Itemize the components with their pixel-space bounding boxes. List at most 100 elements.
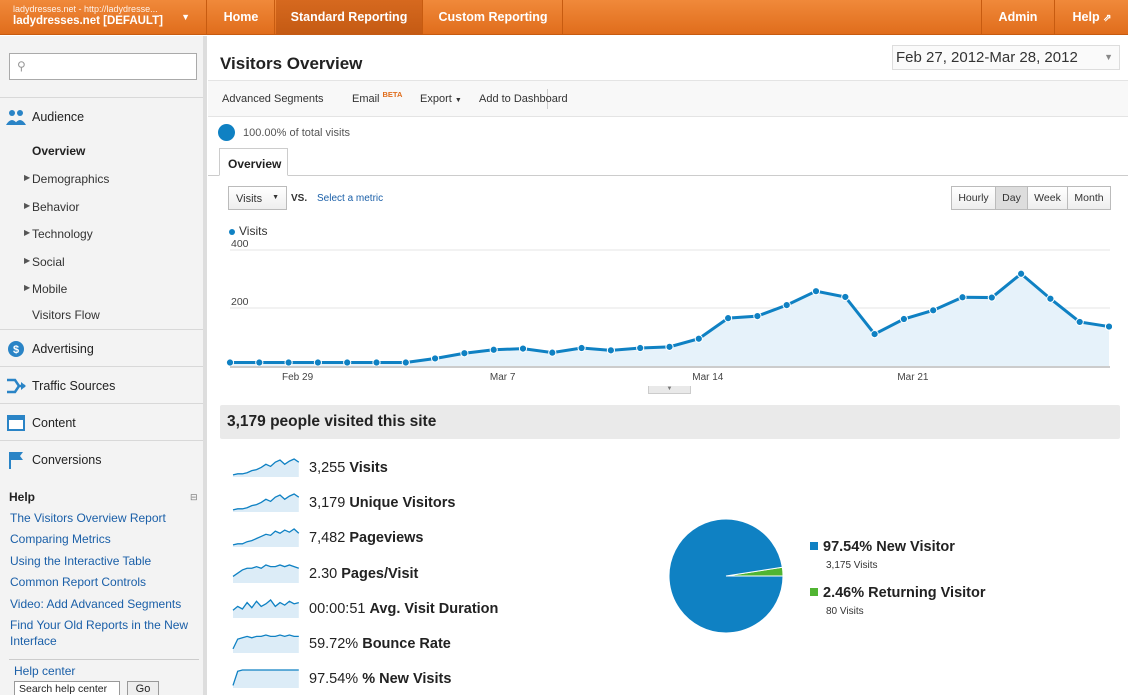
sidebar-item-demographics[interactable]: Demographics <box>32 172 110 186</box>
help-link[interactable]: Video: Add Advanced Segments <box>10 597 182 611</box>
chevron-down-icon: ▼ <box>454 97 462 104</box>
nav-home[interactable]: Home <box>208 0 275 35</box>
pie-legend-item: 97.54% New Visitor 3,175 Visits <box>810 539 955 571</box>
data-point[interactable] <box>724 314 733 323</box>
data-point[interactable] <box>899 314 909 324</box>
caret-right-icon: ▶ <box>24 228 31 237</box>
data-point[interactable] <box>313 358 323 367</box>
help-link[interactable]: Comparing Metrics <box>10 532 111 546</box>
data-point[interactable] <box>255 358 264 367</box>
data-point[interactable] <box>753 312 762 321</box>
nav-custom-reporting[interactable]: Custom Reporting <box>424 0 563 35</box>
x-tick-label: Mar 7 <box>490 372 516 383</box>
data-point[interactable] <box>431 354 440 363</box>
sidebar-section-content[interactable]: Content <box>0 403 203 440</box>
collapse-icon[interactable]: ⊟ <box>190 492 198 502</box>
help-link[interactable]: Common Report Controls <box>10 575 147 589</box>
data-point[interactable] <box>489 345 498 354</box>
chart-resize-handle[interactable]: ▼ <box>648 386 691 394</box>
granularity-hourly[interactable]: Hourly <box>951 186 996 210</box>
data-point[interactable] <box>841 292 850 302</box>
add-to-dashboard-button[interactable]: Add to Dashboard <box>479 93 568 105</box>
data-point[interactable] <box>636 343 645 353</box>
top-nav-bar: ladydresses.net - http://ladydresse... l… <box>0 0 1128 35</box>
sparkline <box>232 528 300 548</box>
advanced-segments-button[interactable]: Advanced Segments <box>222 93 324 105</box>
sidebar-item-behavior[interactable]: Behavior <box>32 200 80 214</box>
sidebar-section-label: Traffic Sources <box>32 379 116 393</box>
metric-select[interactable]: Visits ▼ <box>228 186 287 210</box>
percent-of-total-visits: 100.00% of total visits <box>243 127 351 139</box>
sidebar-section-label: Advertising <box>32 342 94 356</box>
data-point[interactable] <box>401 358 410 367</box>
sidebar-item-technology[interactable]: Technology <box>32 227 93 241</box>
nav-help[interactable]: Help ⇗ <box>1056 0 1128 35</box>
sidebar-section-advertising[interactable]: $ Advertising <box>0 329 203 366</box>
report-toolbar: Advanced Segments Email BETA Export ▼ Add… <box>208 80 1128 117</box>
nav-standard-reporting[interactable]: Standard Reporting <box>276 0 423 35</box>
sidebar-section-conversions[interactable]: Conversions <box>0 440 203 477</box>
go-button[interactable]: Go <box>127 681 159 695</box>
date-range-picker[interactable]: Feb 27, 2012-Mar 28, 2012 ▼ <box>892 45 1120 70</box>
data-point[interactable] <box>782 301 791 310</box>
metric-value: 3,255 Visits <box>309 460 388 476</box>
help-link[interactable]: Using the Interactive Table <box>10 554 152 568</box>
data-point[interactable] <box>958 293 967 302</box>
sidebar-item-mobile[interactable]: Mobile <box>32 282 68 296</box>
help-center-link[interactable]: Help center <box>14 664 76 678</box>
select-metric-link[interactable]: Select a metric <box>317 193 384 204</box>
data-point[interactable] <box>225 358 235 367</box>
data-point[interactable] <box>518 344 528 353</box>
data-point[interactable] <box>606 346 615 355</box>
data-point[interactable] <box>548 348 557 357</box>
data-point[interactable] <box>811 287 821 296</box>
help-link[interactable]: The Visitors Overview Report <box>10 511 166 525</box>
data-point[interactable] <box>372 358 381 367</box>
tab-overview[interactable]: Overview <box>219 148 288 176</box>
help-link[interactable]: Find Your Old Reports in the New Interfa… <box>10 618 189 648</box>
chevron-down-icon: ▼ <box>1104 52 1113 62</box>
sidebar-item-visitors-flow[interactable]: Visitors Flow <box>32 308 100 322</box>
chart-legend: Visits <box>229 224 267 238</box>
metric-row: 00:00:51 Avg. Visit Duration <box>232 596 592 624</box>
data-point[interactable] <box>284 358 293 367</box>
data-point[interactable] <box>870 330 879 339</box>
data-point[interactable] <box>1046 294 1055 303</box>
granularity-week[interactable]: Week <box>1027 186 1068 210</box>
caret-right-icon: ▶ <box>24 201 31 210</box>
sparkline <box>232 669 299 689</box>
data-point[interactable] <box>577 343 586 353</box>
help-search-input[interactable]: Search help center <box>14 681 120 695</box>
sidebar-item-overview[interactable]: Overview <box>32 144 86 158</box>
data-point[interactable] <box>987 293 996 302</box>
sparkline <box>232 598 299 618</box>
granularity-month[interactable]: Month <box>1067 186 1111 210</box>
granularity-day[interactable]: Day <box>995 186 1028 210</box>
search-input[interactable]: ⚲ <box>9 53 197 80</box>
data-point[interactable] <box>460 349 469 358</box>
data-point[interactable] <box>343 358 352 367</box>
date-start: Feb 27, 2012 <box>896 49 985 66</box>
data-point[interactable] <box>1075 317 1084 327</box>
sidebar-section-label: Conversions <box>32 453 102 467</box>
sidebar-section-traffic-sources[interactable]: Traffic Sources <box>0 366 203 403</box>
data-point[interactable] <box>1017 269 1026 278</box>
export-button[interactable]: Export ▼ <box>420 93 462 105</box>
data-point[interactable] <box>929 306 938 315</box>
pie-slice[interactable] <box>668 518 784 634</box>
content-window-icon <box>7 415 25 431</box>
sidebar-section-audience[interactable]: Audience <box>0 97 203 134</box>
account-selector[interactable]: ladydresses.net - http://ladydresse... l… <box>0 0 207 35</box>
metric-row: 3,255 Visits <box>232 455 592 483</box>
data-point[interactable] <box>665 342 674 351</box>
nav-admin[interactable]: Admin <box>981 0 1055 35</box>
email-button[interactable]: Email BETA <box>352 90 402 105</box>
visitor-type-pie-chart[interactable] <box>666 518 786 638</box>
date-end: Mar 28, 2012 <box>989 49 1078 66</box>
vs-label: VS. <box>291 193 308 204</box>
sidebar-item-social[interactable]: Social <box>32 255 65 269</box>
visits-line-chart[interactable]: 200 400 Feb 29 Mar 7 Mar 14 Mar 21 <box>220 238 1112 386</box>
pie-legend-item: 2.46% Returning Visitor 80 Visits <box>810 585 986 617</box>
data-point[interactable] <box>694 334 703 343</box>
data-point[interactable] <box>1104 322 1112 331</box>
